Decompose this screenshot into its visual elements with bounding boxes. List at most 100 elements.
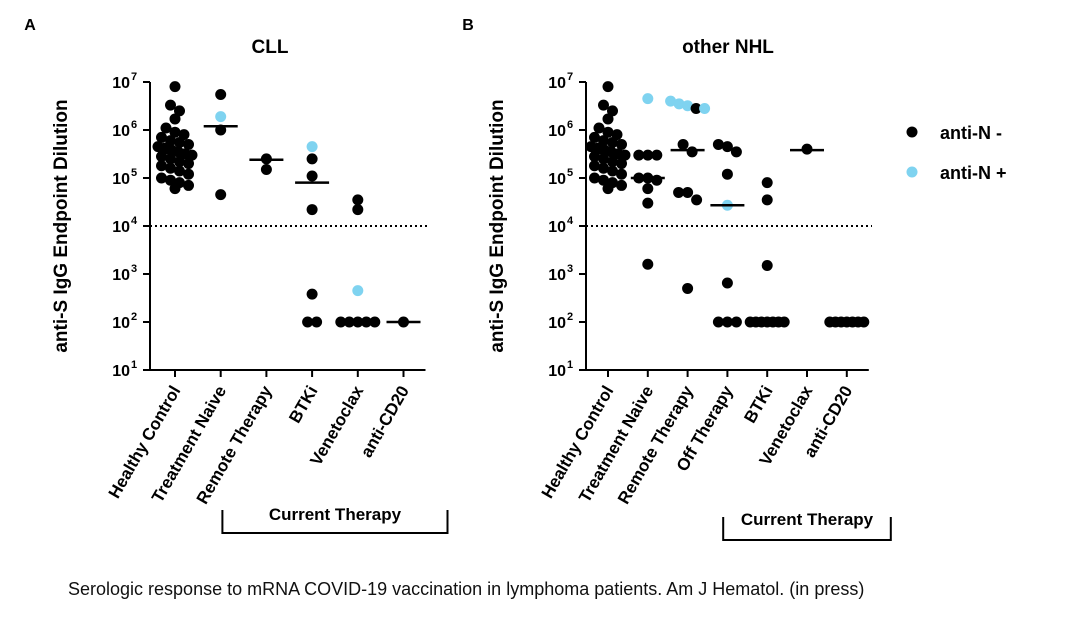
data-point-anti-n-negative bbox=[686, 146, 698, 158]
data-point-anti-n-negative bbox=[633, 149, 645, 161]
y-tick-label: 103 bbox=[112, 263, 137, 284]
data-point-anti-n-negative bbox=[616, 179, 627, 191]
data-point-anti-n-negative bbox=[306, 204, 318, 216]
data-point-anti-n-negative bbox=[352, 204, 364, 216]
data-point-anti-n-positive bbox=[699, 103, 711, 115]
data-point-anti-n-negative bbox=[721, 316, 733, 328]
data-point-anti-n-negative bbox=[260, 164, 272, 176]
y-tick-label: 106 bbox=[548, 119, 573, 140]
data-point-anti-n-negative bbox=[156, 172, 167, 184]
y-tick-label: 106 bbox=[112, 119, 137, 140]
data-point-anti-n-negative bbox=[169, 113, 181, 125]
data-point-anti-n-positive bbox=[215, 111, 227, 123]
current-therapy-label: Current Therapy bbox=[269, 505, 402, 524]
data-point-anti-n-negative bbox=[598, 153, 609, 165]
y-tick-label: 101 bbox=[548, 359, 573, 380]
data-point-anti-n-negative bbox=[589, 131, 600, 143]
data-point-anti-n-negative bbox=[602, 126, 614, 138]
data-point-anti-n-negative bbox=[598, 99, 609, 111]
y-tick-label: 107 bbox=[548, 71, 573, 92]
data-point-anti-n-negative bbox=[761, 177, 773, 189]
data-point-anti-n-negative bbox=[691, 194, 703, 206]
data-point-anti-n-negative bbox=[607, 105, 618, 117]
data-point-anti-n-negative bbox=[311, 316, 323, 328]
data-point-anti-n-negative bbox=[169, 183, 181, 195]
data-point-anti-n-negative bbox=[682, 186, 694, 198]
data-point-anti-n-negative bbox=[589, 160, 600, 172]
data-point-anti-n-negative bbox=[169, 81, 181, 93]
data-point-anti-n-negative bbox=[352, 194, 364, 206]
data-point-anti-n-negative bbox=[616, 158, 627, 170]
x-tick-label: BTKi bbox=[285, 383, 321, 427]
y-tick-label: 103 bbox=[548, 263, 573, 284]
data-point-anti-n-negative bbox=[642, 197, 654, 209]
data-point-anti-n-negative bbox=[306, 153, 318, 165]
panel-title: other NHL bbox=[682, 37, 774, 58]
data-point-anti-n-negative bbox=[165, 135, 176, 147]
data-point-anti-n-negative bbox=[160, 122, 172, 134]
data-point-anti-n-positive bbox=[642, 93, 654, 105]
data-point-anti-n-negative bbox=[682, 282, 694, 294]
data-point-anti-n-negative bbox=[730, 146, 742, 158]
data-point-anti-n-negative bbox=[677, 138, 689, 150]
data-point-anti-n-negative bbox=[616, 138, 627, 150]
current-therapy-bracket bbox=[722, 517, 892, 541]
data-point-anti-n-positive bbox=[352, 285, 364, 297]
y-tick-label: 104 bbox=[112, 215, 138, 236]
data-point-anti-n-negative bbox=[174, 105, 185, 117]
data-point-anti-n-negative bbox=[602, 113, 614, 125]
x-tick-label: BTKi bbox=[740, 383, 776, 427]
y-tick-label: 107 bbox=[112, 71, 137, 92]
panel-letter: B bbox=[462, 17, 474, 34]
data-point-anti-n-negative bbox=[642, 258, 654, 270]
data-point-anti-n-negative bbox=[598, 174, 609, 186]
data-point-anti-n-negative bbox=[215, 88, 227, 100]
data-point-anti-n-negative bbox=[721, 141, 733, 153]
data-point-anti-n-negative bbox=[642, 149, 654, 161]
data-point-anti-n-negative bbox=[598, 162, 609, 174]
data-point-anti-n-negative bbox=[602, 81, 614, 93]
legend-marker-anti-n-positive bbox=[906, 166, 918, 178]
data-point-anti-n-negative bbox=[156, 131, 167, 143]
figure: A CLL anti-S IgG Endpoint Dilution 101 102 10… bbox=[24, 17, 1007, 541]
data-point-anti-n-negative bbox=[712, 316, 724, 328]
data-point-anti-n-negative bbox=[761, 194, 773, 206]
current-therapy-bracket bbox=[221, 510, 449, 534]
data-point-anti-n-negative bbox=[642, 183, 654, 195]
data-point-anti-n-negative bbox=[306, 288, 318, 300]
data-point-anti-n-negative bbox=[690, 103, 702, 115]
legend-label-anti-n-negative: anti-N - bbox=[940, 123, 1002, 143]
data-point-anti-n-negative bbox=[651, 149, 663, 161]
data-point-anti-n-negative bbox=[712, 138, 724, 150]
data-point-anti-n-negative bbox=[165, 153, 176, 165]
data-point-anti-n-negative bbox=[589, 172, 600, 184]
data-point-anti-n-negative bbox=[730, 316, 742, 328]
legend-label-anti-n-positive: anti-N + bbox=[940, 163, 1007, 183]
data-point-anti-n-negative bbox=[183, 138, 194, 150]
data-point-anti-n-positive bbox=[682, 100, 694, 112]
data-point-anti-n-negative bbox=[156, 160, 167, 172]
y-tick-label: 105 bbox=[548, 167, 573, 188]
data-point-anti-n-positive bbox=[665, 95, 677, 107]
data-point-anti-n-negative bbox=[302, 316, 314, 328]
data-point-anti-n-negative bbox=[165, 162, 176, 174]
data-point-anti-n-negative bbox=[174, 156, 185, 168]
figure-caption: Serologic response to mRNA COVID-19 vacc… bbox=[68, 579, 865, 599]
y-tick-label: 102 bbox=[548, 311, 573, 332]
data-point-anti-n-positive bbox=[673, 98, 685, 110]
data-point-anti-n-negative bbox=[721, 277, 733, 289]
legend: anti-N - anti-N + bbox=[906, 123, 1007, 183]
data-point-anti-n-negative bbox=[616, 168, 627, 180]
panel-letter: A bbox=[24, 17, 36, 34]
data-point-anti-n-negative bbox=[607, 136, 618, 148]
data-point-anti-n-negative bbox=[165, 99, 176, 111]
y-tick-label: 101 bbox=[112, 359, 137, 380]
panel-title: CLL bbox=[252, 37, 289, 58]
data-point-anti-n-negative bbox=[174, 136, 185, 148]
data-point-anti-n-positive bbox=[306, 141, 318, 153]
data-point-anti-n-negative bbox=[215, 189, 227, 201]
current-therapy-label: Current Therapy bbox=[741, 510, 874, 529]
data-point-anti-n-negative bbox=[174, 165, 185, 177]
data-point-anti-n-negative bbox=[607, 156, 618, 168]
